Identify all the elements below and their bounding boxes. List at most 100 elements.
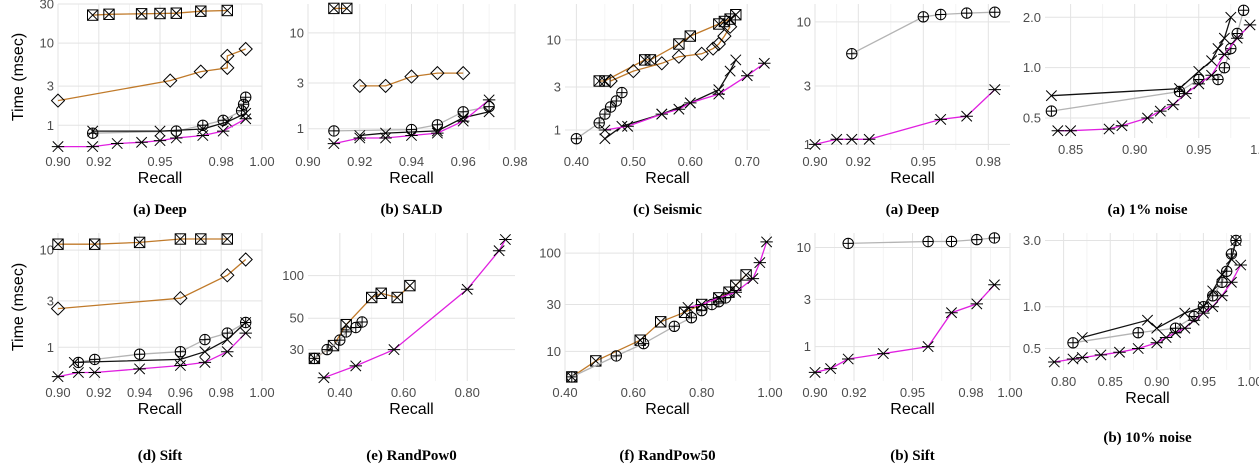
star-marker [239, 113, 252, 125]
star-marker [482, 94, 496, 106]
star-marker [135, 136, 148, 148]
series-B [50, 252, 253, 316]
panel-caption: (a) 1% noise [1108, 202, 1188, 218]
x-tick-label: 0.90 [802, 154, 827, 169]
x-tick-label: 0.98 [209, 154, 234, 169]
star-marker [808, 366, 822, 378]
series-line [58, 238, 228, 245]
x-tick-label: 0.98 [502, 154, 527, 169]
star-marker [934, 113, 947, 125]
circleplus-marker [350, 321, 362, 334]
star-marker [492, 245, 506, 257]
series-B [603, 19, 738, 89]
series-B [352, 65, 471, 94]
x-tick-label: 0.60 [678, 154, 703, 169]
star-marker [1094, 349, 1108, 361]
circleplus-marker [696, 304, 708, 317]
x-marker [240, 107, 252, 119]
star-marker [830, 133, 843, 145]
star-marker [51, 141, 65, 153]
star-marker [86, 141, 99, 153]
x-tick-label: 0.60 [391, 385, 416, 400]
x-marker [724, 65, 736, 77]
series-E [1048, 259, 1247, 368]
series-line [576, 92, 623, 140]
star-marker [174, 359, 187, 372]
star-marker [921, 341, 935, 353]
x-marker [730, 54, 742, 66]
y-tick-label: 100 [282, 268, 304, 283]
boxx-marker [644, 54, 657, 66]
panel-deep1: 0.90 0.92 0.95 0.98 1.00 1 3 10 30 Recall Time (ms… [10, 0, 275, 218]
x-marker [380, 127, 392, 139]
circleplus-marker [616, 86, 628, 99]
series-C [842, 232, 1001, 250]
star-marker [1234, 259, 1247, 271]
star-marker [88, 366, 101, 379]
boxx-marker [170, 7, 183, 19]
y-tick-label: 1.0 [1023, 60, 1041, 75]
circleplus-marker [174, 346, 187, 358]
x-marker [1207, 285, 1219, 297]
circleplus-marker [935, 8, 947, 21]
star-marker [960, 110, 973, 122]
series-line [610, 26, 731, 82]
star-marker [1051, 125, 1065, 137]
diamond-marker [378, 78, 393, 94]
boxx-marker [655, 316, 667, 328]
x-tick-label: 0.70 [735, 154, 760, 169]
x-axis-title: Recall [1125, 390, 1169, 407]
x-axis-title: Recall [138, 170, 182, 187]
boxx-marker [52, 238, 64, 250]
x-marker [1206, 55, 1218, 67]
star-marker [758, 57, 771, 69]
circleplus-marker [604, 101, 617, 113]
x-tick-label: 0.94 [127, 385, 152, 400]
series-line [57, 259, 247, 310]
series-D [87, 107, 252, 137]
star-marker [1243, 19, 1257, 31]
series-line [323, 239, 506, 379]
circleplus-marker [239, 91, 252, 103]
y-tick-label: 1 [804, 339, 811, 354]
y-tick-label: 2.0 [1023, 10, 1041, 25]
series-A [52, 233, 234, 250]
x-marker [1216, 269, 1228, 281]
series-E [808, 279, 1001, 378]
x-tick-label: 0.90 [45, 154, 70, 169]
star-marker [753, 257, 766, 269]
boxx-marker [154, 7, 166, 20]
x-tick-label: 0.80 [689, 385, 714, 400]
diamond-marker [220, 268, 235, 283]
y-tick-label: 100 [539, 246, 561, 261]
x-tick-label: 0.80 [455, 385, 480, 400]
circleplus-marker [570, 132, 583, 145]
star-marker [221, 346, 234, 358]
panel-caption: (a) Deep [886, 202, 940, 218]
boxx-marker [599, 75, 611, 87]
x-tick-label: 0.92 [86, 154, 111, 169]
series-E [808, 84, 1001, 150]
x-tick-label: 0.94 [399, 154, 424, 169]
series-A [86, 4, 234, 21]
circleplus-marker [356, 316, 368, 328]
boxx-marker [221, 233, 234, 245]
star-marker [712, 88, 725, 100]
x-tick-label: 0.95 [147, 154, 172, 169]
diamond-marker [238, 252, 253, 267]
series-E [681, 236, 773, 313]
diamond-marker [173, 290, 188, 306]
x-tick-label: 1.00 [1250, 142, 1259, 157]
y-tick-label: 3 [804, 78, 811, 93]
diamond-marker [220, 60, 235, 76]
x-tick-label: 0.90 [45, 385, 70, 400]
x-tick-label: 0.98 [209, 385, 234, 400]
panel-caption: (a) Deep [133, 202, 187, 218]
diamond-marker [455, 65, 471, 81]
star-marker [1179, 88, 1193, 100]
circleplus-marker [221, 327, 234, 339]
x-axis-title: Recall [645, 170, 689, 187]
circleplus-marker [593, 117, 605, 129]
circleplus-marker [237, 98, 250, 111]
